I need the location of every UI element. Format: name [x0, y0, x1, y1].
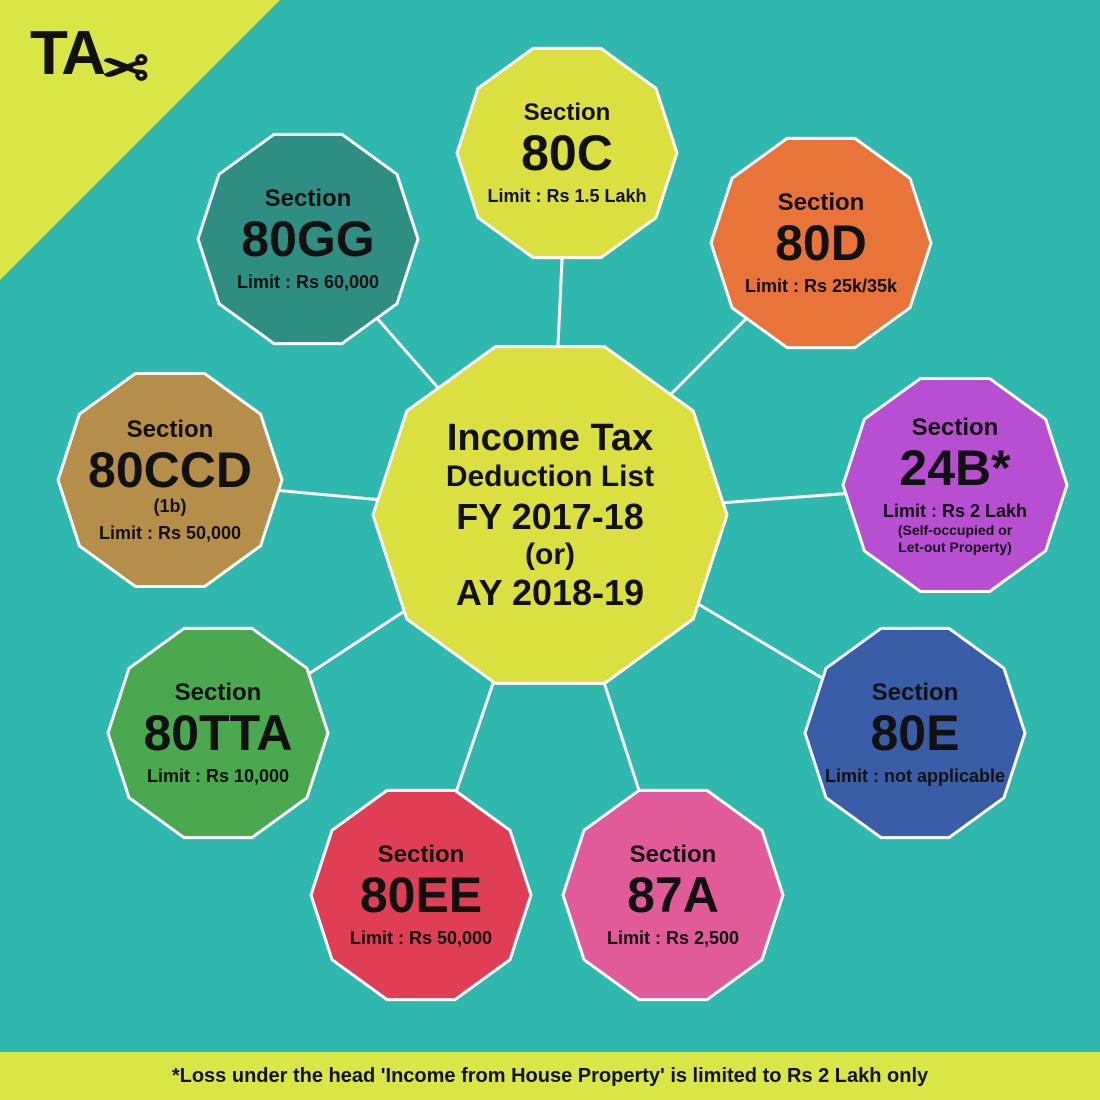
section-note: (Self-occupied orLet-out Property)	[883, 522, 1027, 556]
section-code: 80E	[825, 707, 1005, 760]
section-code: 80D	[745, 217, 897, 270]
section-node-80e: Section 80E Limit : not applicable	[802, 620, 1028, 846]
footnote-band: *Loss under the head 'Income from House …	[0, 1052, 1100, 1100]
section-limit: Limit : Rs 50,000	[88, 523, 252, 544]
section-code: 80EE	[350, 869, 492, 922]
section-label: Section	[825, 679, 1005, 707]
section-node-80ccd: Section 80CCD(1b) Limit : Rs 50,000	[55, 365, 285, 595]
section-node-24b: Section 24B* Limit : Rs 2 Lakh(Self-occup…	[840, 370, 1070, 600]
center-ay: AY 2018-19	[446, 572, 654, 614]
section-code: 80TTA	[143, 707, 292, 760]
section-code: 80GG	[237, 213, 379, 266]
center-title: Income Tax	[446, 417, 654, 460]
section-node-80tta: Section 80TTA Limit : Rs 10,000	[105, 620, 331, 846]
center-subtitle: Deduction List	[446, 460, 654, 494]
section-label: Section	[88, 416, 252, 444]
section-label: Section	[883, 414, 1027, 442]
section-label: Section	[350, 841, 492, 869]
center-node: Income Tax Deduction List FY 2017-18 (or…	[370, 335, 730, 695]
center-fy: FY 2017-18	[446, 496, 654, 538]
section-label: Section	[607, 841, 739, 869]
section-node-87a: Section 87A Limit : Rs 2,500	[560, 782, 786, 1008]
section-code: 80CCD	[88, 444, 252, 497]
section-node-80d: Section 80D Limit : Rs 25k/35k	[708, 130, 934, 356]
section-limit: Limit : Rs 2 Lakh	[883, 501, 1027, 522]
section-code: 80C	[487, 127, 646, 180]
section-limit: Limit : not applicable	[825, 766, 1005, 787]
section-node-80gg: Section 80GG Limit : Rs 60,000	[195, 126, 421, 352]
footnote-text: *Loss under the head 'Income from House …	[172, 1065, 928, 1088]
section-limit: Limit : Rs 1.5 Lakh	[487, 186, 646, 207]
center-or: (or)	[446, 538, 654, 572]
section-limit: Limit : Rs 60,000	[237, 272, 379, 293]
section-sub: (1b)	[88, 496, 252, 517]
section-node-80ee: Section 80EE Limit : Rs 50,000	[308, 782, 534, 1008]
section-label: Section	[745, 189, 897, 217]
section-code: 87A	[607, 869, 739, 922]
diagram-canvas: Income Tax Deduction List FY 2017-18 (or…	[0, 0, 1100, 1100]
section-node-80c: Section 80C Limit : Rs 1.5 Lakh	[454, 40, 680, 266]
section-label: Section	[487, 99, 646, 127]
section-code: 24B*	[883, 442, 1027, 495]
section-label: Section	[143, 679, 292, 707]
section-limit: Limit : Rs 10,000	[143, 766, 292, 787]
section-limit: Limit : Rs 2,500	[607, 928, 739, 949]
section-limit: Limit : Rs 25k/35k	[745, 276, 897, 297]
section-limit: Limit : Rs 50,000	[350, 928, 492, 949]
section-label: Section	[237, 185, 379, 213]
